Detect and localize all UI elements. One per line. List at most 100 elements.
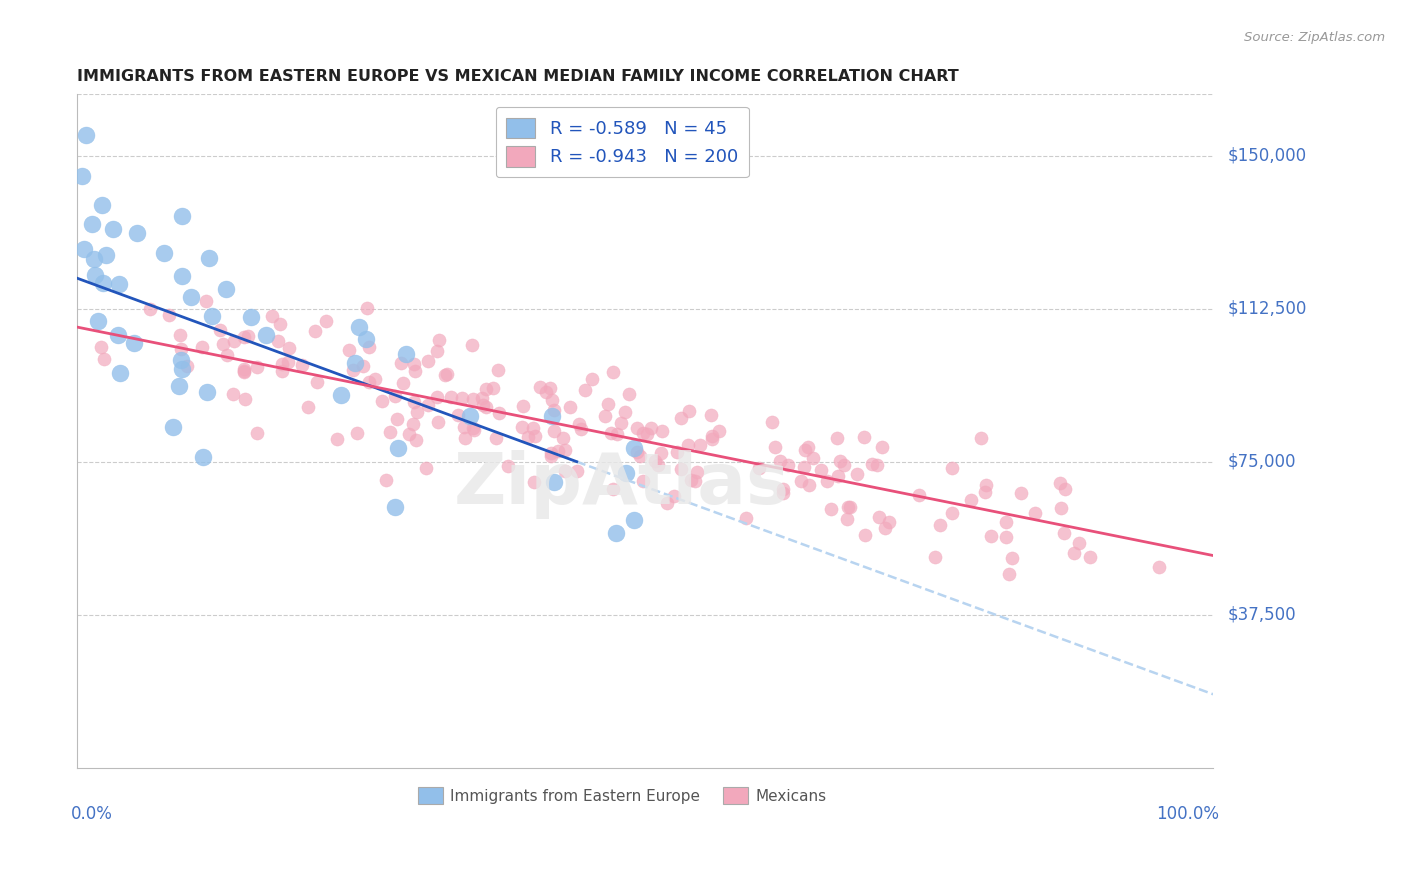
Point	[644, 454, 666, 468]
Point	[405, 433, 427, 447]
Point	[853, 528, 876, 542]
Point	[402, 358, 425, 372]
Point	[908, 488, 931, 502]
Point	[262, 309, 284, 323]
Point	[626, 444, 648, 458]
Point	[1054, 482, 1077, 496]
Point	[623, 513, 645, 527]
Point	[436, 367, 458, 381]
Point	[212, 337, 235, 351]
Point	[529, 380, 551, 394]
Point	[153, 245, 176, 260]
Point	[626, 421, 648, 435]
Point	[138, 301, 160, 316]
Point	[835, 512, 858, 526]
Point	[797, 440, 820, 454]
Point	[793, 442, 815, 457]
Point	[534, 385, 557, 400]
Point	[568, 417, 591, 431]
Point	[180, 290, 202, 304]
Point	[454, 431, 477, 445]
Point	[233, 362, 256, 376]
Point	[610, 416, 633, 430]
Point	[240, 310, 263, 325]
Point	[522, 420, 544, 434]
Point	[700, 433, 723, 447]
Point	[170, 361, 193, 376]
Point	[463, 423, 485, 437]
Point	[554, 464, 576, 478]
Point	[825, 431, 848, 445]
Point	[90, 340, 112, 354]
Point	[763, 440, 786, 454]
Point	[973, 484, 995, 499]
Point	[734, 510, 756, 524]
Point	[395, 347, 418, 361]
Point	[761, 415, 783, 429]
Point	[593, 409, 616, 423]
Point	[342, 363, 364, 377]
Point	[540, 449, 562, 463]
Point	[769, 453, 792, 467]
Point	[305, 376, 328, 390]
Point	[543, 475, 565, 490]
Point	[941, 506, 963, 520]
Point	[776, 458, 799, 472]
Point	[523, 429, 546, 443]
Point	[810, 463, 832, 477]
Point	[873, 521, 896, 535]
Point	[108, 367, 131, 381]
Point	[254, 328, 277, 343]
Point	[193, 450, 215, 464]
Point	[678, 404, 700, 418]
Point	[304, 324, 326, 338]
Point	[997, 567, 1019, 582]
Point	[602, 483, 624, 497]
Point	[700, 429, 723, 443]
Point	[569, 422, 592, 436]
Point	[325, 432, 347, 446]
Point	[418, 398, 440, 412]
Point	[538, 381, 561, 395]
Point	[107, 327, 129, 342]
Point	[647, 458, 669, 472]
Text: $150,000: $150,000	[1227, 146, 1308, 165]
Point	[995, 530, 1018, 544]
Point	[214, 282, 236, 296]
Point	[73, 242, 96, 256]
Point	[1001, 551, 1024, 566]
Point	[482, 382, 505, 396]
Point	[344, 356, 367, 370]
Point	[461, 338, 484, 352]
Point	[801, 451, 824, 466]
Point	[512, 399, 534, 413]
Point	[510, 420, 533, 434]
Point	[277, 354, 299, 368]
Text: 100.0%: 100.0%	[1156, 805, 1219, 822]
Point	[108, 277, 131, 291]
Point	[297, 400, 319, 414]
Point	[404, 364, 426, 378]
Point	[567, 464, 589, 478]
Point	[574, 383, 596, 397]
Point	[541, 392, 564, 407]
Point	[636, 427, 658, 442]
Point	[127, 226, 149, 240]
Point	[374, 473, 396, 487]
Point	[170, 209, 193, 223]
Point	[669, 462, 692, 476]
Point	[169, 328, 191, 343]
Point	[651, 424, 673, 438]
Point	[797, 477, 820, 491]
Point	[190, 340, 212, 354]
Point	[772, 483, 794, 497]
Point	[96, 248, 118, 262]
Point	[679, 473, 702, 487]
Point	[339, 343, 361, 357]
Point	[543, 424, 565, 438]
Point	[364, 372, 387, 386]
Point	[246, 425, 269, 440]
Point	[602, 365, 624, 379]
Point	[330, 388, 353, 402]
Point	[217, 348, 239, 362]
